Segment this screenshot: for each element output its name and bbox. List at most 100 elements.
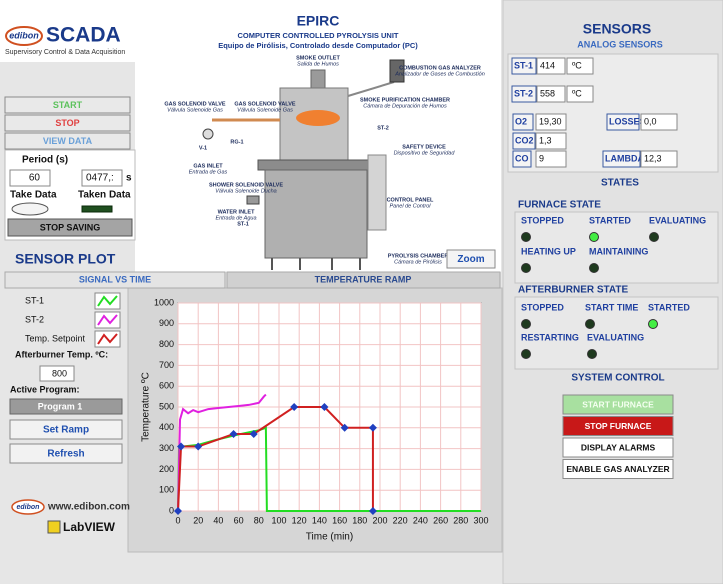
system-control-button-label: START FURNACE bbox=[582, 399, 654, 409]
temperature-label: ST-2 bbox=[514, 88, 533, 98]
footer-badge bbox=[11, 499, 45, 515]
x-tick-label: 180 bbox=[352, 515, 367, 525]
diagram-label: V-1 bbox=[199, 145, 207, 151]
stop-button-label: STOP bbox=[55, 118, 79, 128]
x-tick-label: 120 bbox=[292, 515, 307, 525]
x-tick-label: 160 bbox=[332, 515, 347, 525]
tab-ramp[interactable] bbox=[226, 271, 501, 289]
x-tick-label: 280 bbox=[453, 515, 468, 525]
state-label: RESTARTING bbox=[521, 332, 579, 342]
gas-value-box bbox=[535, 113, 567, 131]
gas-label: O2 bbox=[515, 116, 527, 126]
sensors-subtitle: ANALOG SENSORS bbox=[577, 39, 663, 49]
gas-value: 0,0 bbox=[644, 116, 657, 126]
series-line bbox=[177, 393, 267, 512]
labview-icon bbox=[47, 520, 61, 534]
x-tick-label: 240 bbox=[413, 515, 428, 525]
diagram-title: EPIRC bbox=[297, 13, 340, 29]
system-control-button[interactable] bbox=[562, 437, 674, 458]
gas-label-box bbox=[602, 150, 641, 168]
start-button-label: START bbox=[53, 100, 83, 110]
series-marker bbox=[368, 507, 377, 515]
x-tick-label: 0 bbox=[175, 515, 180, 525]
system-control-button[interactable] bbox=[562, 459, 674, 479]
state-label: EVALUATING bbox=[587, 332, 644, 342]
x-tick-label: 40 bbox=[213, 515, 223, 525]
logo-brand: edibon bbox=[9, 30, 39, 40]
state-label: STOPPED bbox=[521, 302, 564, 312]
x-tick-label: 200 bbox=[372, 515, 387, 525]
afterburner-input[interactable] bbox=[39, 365, 75, 382]
state-led bbox=[521, 349, 531, 359]
state-led bbox=[649, 232, 659, 242]
valve-v1 bbox=[202, 128, 214, 140]
state-led bbox=[648, 319, 658, 329]
shower-valve bbox=[246, 195, 260, 205]
program-select[interactable] bbox=[9, 398, 123, 415]
diagram-label-es: Válvula Solenoide Gas bbox=[167, 107, 223, 113]
y-tick-label: 900 bbox=[159, 318, 174, 328]
x-tick-label: 220 bbox=[393, 515, 408, 525]
tab-signal-label: SIGNAL VS TIME bbox=[79, 274, 151, 284]
system-control-button[interactable] bbox=[562, 394, 674, 415]
state-group-title: AFTERBURNER STATE bbox=[518, 285, 629, 296]
gas-label: CO bbox=[515, 153, 529, 163]
start-button[interactable] bbox=[4, 96, 131, 114]
diagram-label: SHOWER SOLENOID VALVE bbox=[209, 182, 283, 188]
y-axis-label: Temperature ºC bbox=[141, 372, 152, 442]
series-marker bbox=[249, 430, 258, 439]
set-ramp-button[interactable] bbox=[9, 419, 123, 440]
gas-label: LOSSES bbox=[609, 116, 646, 126]
y-tick-label: 200 bbox=[159, 464, 174, 474]
x-tick-label: 80 bbox=[254, 515, 264, 525]
stop-button[interactable] bbox=[4, 114, 131, 132]
diagram-subtitle: COMPUTER CONTROLLED PYROLYSIS UNIT bbox=[238, 31, 399, 40]
state-led bbox=[521, 263, 531, 273]
series-marker bbox=[194, 442, 203, 451]
x-tick-label: 140 bbox=[312, 515, 327, 525]
take-data-toggle[interactable] bbox=[11, 202, 49, 216]
system-control-button-label: ENABLE GAS ANALYZER bbox=[566, 464, 669, 474]
system-control-button-label: STOP FURNACE bbox=[585, 421, 652, 431]
diagram-label: PYROLYSIS CHAMBER bbox=[388, 253, 449, 259]
diagram-label-es: Entrada de Gas bbox=[189, 169, 228, 175]
state-label: START TIME bbox=[585, 302, 638, 312]
gas-value-box bbox=[640, 113, 678, 131]
period-value: 60 bbox=[29, 173, 41, 184]
x-tick-label: 300 bbox=[473, 515, 488, 525]
y-tick-label: 1000 bbox=[154, 297, 174, 307]
system-control-button[interactable] bbox=[562, 416, 674, 436]
unit-box bbox=[566, 85, 594, 103]
taken-data-indicator bbox=[81, 205, 113, 213]
diagram-label: CONTROL PANEL bbox=[387, 197, 434, 203]
temperature-label-box bbox=[511, 85, 537, 103]
refresh-button[interactable] bbox=[9, 443, 123, 464]
taken-data-label: Taken Data bbox=[78, 190, 131, 201]
y-tick-label: 800 bbox=[159, 339, 174, 349]
gas-value-box bbox=[640, 150, 678, 168]
period-label: Period (s) bbox=[22, 155, 68, 166]
state-led bbox=[589, 232, 599, 242]
diagram-label-es: Cámara de Depuración de Humos bbox=[363, 103, 447, 109]
period-input[interactable] bbox=[9, 169, 51, 187]
sensors-title: SENSORS bbox=[583, 21, 651, 37]
pyrolysis-chamber bbox=[264, 169, 368, 259]
zoom-button-label: Zoom bbox=[457, 254, 484, 265]
temperature-label: ST-1 bbox=[514, 60, 533, 70]
diagram-label-es: Válvula Solenoide Ducha bbox=[215, 188, 276, 194]
diagram-label: WATER INLET bbox=[218, 209, 256, 215]
view-data-button[interactable] bbox=[4, 132, 131, 150]
zoom-button[interactable] bbox=[446, 249, 496, 269]
unit-box bbox=[566, 57, 594, 75]
tab-signal[interactable] bbox=[4, 271, 226, 289]
x-axis-label: Time (min) bbox=[306, 532, 353, 543]
temperature-unit: ºC bbox=[572, 60, 582, 70]
diagram-label: GAS INLET bbox=[193, 163, 223, 169]
gas-label-box bbox=[606, 113, 640, 131]
stop-saving-button[interactable] bbox=[7, 218, 133, 237]
state-led bbox=[589, 263, 599, 273]
state-led bbox=[521, 232, 531, 242]
state-label: EVALUATING bbox=[649, 215, 706, 225]
